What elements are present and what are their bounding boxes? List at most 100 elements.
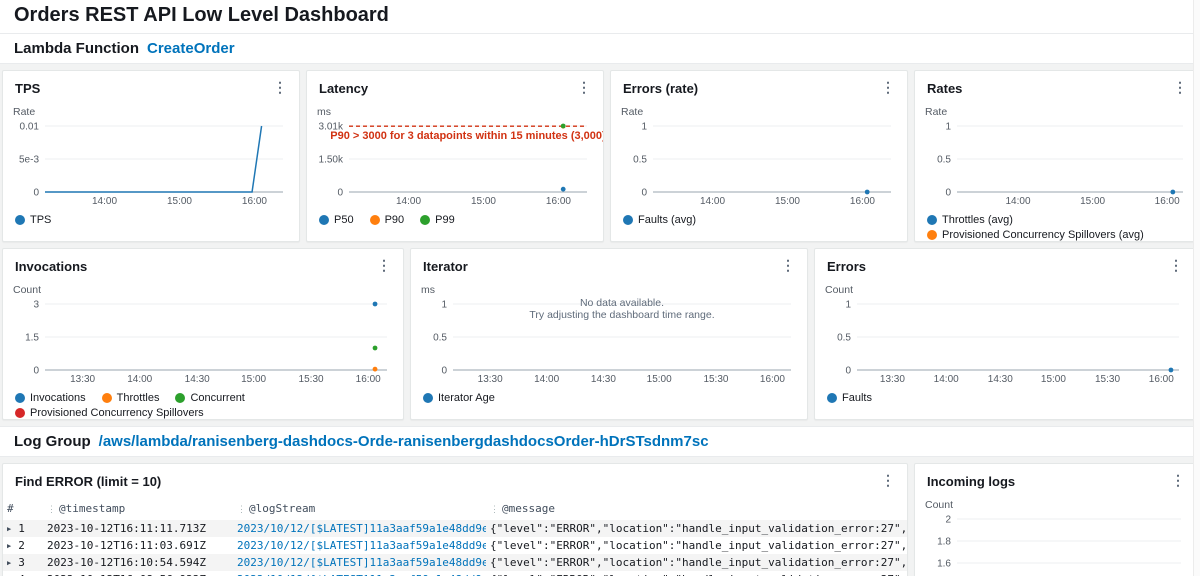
svg-text:16:00: 16:00 bbox=[760, 374, 785, 385]
incoming-logs-chart: 2 1.8 1.6 bbox=[915, 513, 1197, 576]
legend-color-dot bbox=[623, 215, 633, 225]
row-message: {"level":"ERROR","location":"handle_inpu… bbox=[490, 556, 907, 569]
rates-legend: Throttles (avg) Provisioned Concurrency S… bbox=[927, 214, 1189, 241]
panel-errors-rate: Errors (rate) ⋮ Rate 1 0.5 0 14:00 15:00 16:0… bbox=[610, 70, 908, 242]
kebab-menu-icon[interactable]: ⋮ bbox=[1173, 79, 1187, 95]
svg-text:13:30: 13:30 bbox=[880, 374, 905, 385]
legend-item[interactable]: Provisioned Concurrency Spillovers bbox=[15, 407, 204, 419]
legend-color-dot bbox=[423, 393, 433, 403]
svg-text:0.01: 0.01 bbox=[20, 122, 40, 133]
svg-text:Try adjusting the dashboard ti: Try adjusting the dashboard time range. bbox=[529, 309, 714, 321]
legend-item[interactable]: P90 bbox=[369, 214, 405, 226]
legend-label: P90 bbox=[384, 214, 405, 226]
column-settings-icon: ⋮ bbox=[47, 505, 56, 515]
kebab-menu-icon[interactable]: ⋮ bbox=[1171, 472, 1185, 488]
logs-row: Find ERROR (limit = 10) ⋮ # ⋮ @timestamp … bbox=[0, 457, 1200, 576]
y-axis-unit: Rate bbox=[13, 106, 36, 118]
legend-color-dot bbox=[927, 230, 937, 240]
lambda-function-link[interactable]: CreateOrder bbox=[147, 40, 235, 57]
table-row[interactable]: ▶ 2 2023-10-12T16:11:03.691Z 2023/10/12/[$L… bbox=[3, 537, 907, 554]
legend-color-dot bbox=[15, 408, 25, 418]
svg-text:15:00: 15:00 bbox=[471, 196, 496, 207]
expand-row-icon[interactable]: ▶ bbox=[7, 542, 12, 550]
svg-text:13:30: 13:30 bbox=[70, 374, 95, 385]
lambda-section-header: Lambda Function CreateOrder bbox=[0, 34, 1200, 64]
legend-item[interactable]: P50 bbox=[319, 214, 354, 226]
svg-text:0: 0 bbox=[441, 366, 447, 377]
svg-text:0: 0 bbox=[337, 188, 343, 199]
legend-item[interactable]: Provisioned Concurrency Spillovers (avg) bbox=[927, 229, 1144, 241]
kebab-menu-icon[interactable]: ⋮ bbox=[577, 79, 591, 95]
svg-text:5e-3: 5e-3 bbox=[19, 155, 39, 166]
legend-label: Concurrent bbox=[190, 392, 245, 404]
legend-item[interactable]: Iterator Age bbox=[423, 392, 495, 404]
log-stream-link[interactable]: 2023/10/12/[$LATEST]11a3aaf59a1e48dd9e0b… bbox=[237, 573, 486, 576]
y-axis-unit: Rate bbox=[621, 106, 644, 118]
legend-label: TPS bbox=[30, 214, 52, 226]
panel-incoming-logs: Incoming logs ⋮ Count 2 1.8 1.6 bbox=[914, 463, 1198, 576]
log-stream-link[interactable]: 2023/10/12/[$LATEST]11a3aaf59a1e48dd9e0b… bbox=[237, 522, 486, 535]
svg-text:14:00: 14:00 bbox=[700, 196, 725, 207]
kebab-menu-icon[interactable]: ⋮ bbox=[781, 257, 795, 273]
errors-chart: 1 0.5 0 13:30 14:00 14:30 15:00 15:30 16:00 bbox=[815, 298, 1195, 386]
table-row[interactable]: ▶ 3 2023-10-12T16:10:54.594Z 2023/10/12/[$L… bbox=[3, 554, 907, 571]
invocations-legend: Invocations Throttles Concurrent Provisione… bbox=[15, 392, 393, 419]
lambda-section-label: Lambda Function bbox=[14, 40, 139, 57]
svg-text:14:30: 14:30 bbox=[185, 374, 210, 385]
legend-color-dot bbox=[927, 215, 937, 225]
kebab-menu-icon[interactable]: ⋮ bbox=[377, 257, 391, 273]
row-number: 1 bbox=[18, 522, 25, 535]
kebab-menu-icon[interactable]: ⋮ bbox=[881, 79, 895, 95]
legend-color-dot bbox=[420, 215, 431, 225]
svg-text:14:30: 14:30 bbox=[591, 374, 616, 385]
log-group-link[interactable]: /aws/lambda/ranisenberg-dashdocs-Orde-ra… bbox=[98, 433, 709, 450]
legend-item[interactable]: Throttles (avg) bbox=[927, 214, 1013, 226]
table-row[interactable]: ▶ 1 2023-10-12T16:11:11.713Z 2023/10/12/[$L… bbox=[3, 520, 907, 537]
panel-errors: Errors ⋮ Count 1 0.5 0 13:30 14:00 14:30 15:00… bbox=[814, 248, 1196, 420]
legend-label: Invocations bbox=[30, 392, 86, 404]
legend-label: Provisioned Concurrency Spillovers (avg) bbox=[942, 229, 1144, 241]
panel-latency: Latency ⋮ ms 3.01k 1.50k 0 14:00 15:00 16:00 P… bbox=[306, 70, 604, 242]
panel-iterator: Iterator ⋮ ms 1 0.5 0 13:30 14:00 14:30 15:00 1… bbox=[410, 248, 808, 420]
table-row[interactable]: ▶42023-10-12T16:08:56.933Z2023/10/12/[$L… bbox=[3, 571, 907, 576]
legend-color-dot bbox=[175, 393, 186, 403]
column-settings-icon: ⋮ bbox=[490, 505, 499, 515]
page-scrollbar[interactable] bbox=[1193, 0, 1200, 576]
svg-text:14:00: 14:00 bbox=[127, 374, 152, 385]
metrics-row-2: Invocations ⋮ Count 3 1.5 0 13:30 14:00 14:30… bbox=[0, 242, 1200, 420]
svg-text:0: 0 bbox=[845, 366, 851, 377]
legend-item[interactable]: Invocations bbox=[15, 392, 86, 404]
legend-item[interactable]: Faults bbox=[827, 392, 872, 404]
svg-text:1: 1 bbox=[945, 122, 951, 133]
kebab-menu-icon[interactable]: ⋮ bbox=[881, 472, 895, 488]
legend-label: Iterator Age bbox=[438, 392, 495, 404]
errors-rate-legend: Faults (avg) bbox=[623, 214, 897, 226]
row-timestamp: 2023-10-12T16:08:56.933Z bbox=[43, 571, 233, 576]
legend-color-dot bbox=[15, 393, 25, 403]
panel-title-incoming-logs: Incoming logs bbox=[927, 474, 1016, 489]
log-stream-link[interactable]: 2023/10/12/[$LATEST]11a3aaf59a1e48dd9e0b… bbox=[237, 556, 486, 569]
row-message: {"level":"ERROR","location":"handle_inpu… bbox=[490, 522, 907, 535]
expand-row-icon[interactable]: ▶ bbox=[7, 559, 12, 567]
column-header-num: # bbox=[7, 502, 14, 515]
panel-title-errors: Errors bbox=[827, 259, 867, 274]
legend-item[interactable]: Faults (avg) bbox=[623, 214, 696, 226]
kebab-menu-icon[interactable]: ⋮ bbox=[1169, 257, 1183, 273]
svg-text:15:00: 15:00 bbox=[1041, 374, 1066, 385]
svg-text:15:30: 15:30 bbox=[1095, 374, 1120, 385]
legend-item[interactable]: Concurrent bbox=[175, 392, 245, 404]
svg-text:0.5: 0.5 bbox=[837, 333, 851, 344]
svg-text:1.50k: 1.50k bbox=[319, 155, 344, 166]
kebab-menu-icon[interactable]: ⋮ bbox=[273, 79, 287, 95]
legend-item[interactable]: Throttles bbox=[101, 392, 160, 404]
latency-legend: P50 P90 P99 bbox=[319, 214, 593, 226]
svg-text:0.5: 0.5 bbox=[433, 333, 447, 344]
column-header-logstream: ⋮ @logStream bbox=[237, 502, 316, 515]
legend-item[interactable]: TPS bbox=[15, 214, 51, 226]
expand-row-icon[interactable]: ▶ bbox=[7, 525, 12, 533]
legend-color-dot bbox=[101, 393, 112, 403]
errors-legend: Faults bbox=[827, 392, 1185, 404]
legend-item[interactable]: P99 bbox=[420, 214, 455, 226]
log-stream-link[interactable]: 2023/10/12/[$LATEST]11a3aaf59a1e48dd9e0b… bbox=[237, 539, 486, 552]
legend-label: Throttles bbox=[116, 392, 160, 404]
